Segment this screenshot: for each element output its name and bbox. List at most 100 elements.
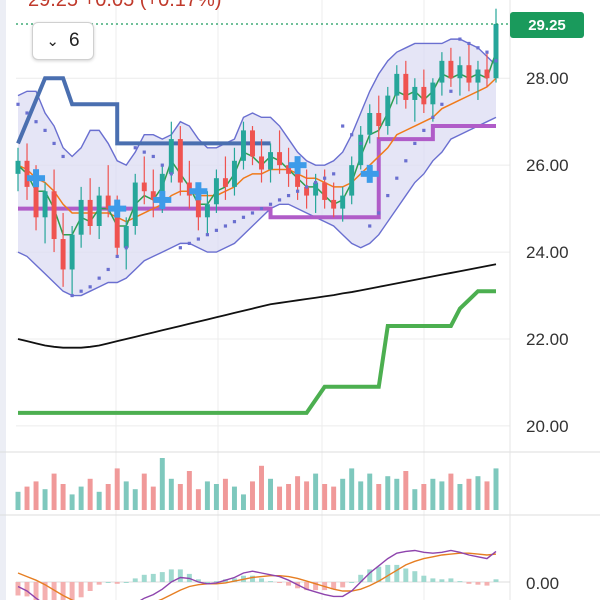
volume-bar xyxy=(132,489,138,510)
volume-bar xyxy=(268,478,274,510)
sar-dot xyxy=(404,159,408,163)
sar-dot xyxy=(79,289,83,293)
candle-body xyxy=(493,23,499,79)
candle-body xyxy=(33,186,39,218)
candle-body xyxy=(150,191,156,200)
lower-band-line xyxy=(17,116,497,297)
macd-histogram-bar xyxy=(448,578,454,582)
macd-histogram-bar xyxy=(69,582,75,600)
volume-bar xyxy=(430,478,436,510)
candle-body xyxy=(240,130,246,161)
sar-dot xyxy=(458,37,462,41)
sar-dot xyxy=(359,141,363,146)
candle xyxy=(240,121,246,170)
candle-body xyxy=(168,139,174,174)
candle-body xyxy=(457,65,463,79)
sar-dot xyxy=(395,176,399,180)
candle xyxy=(421,69,427,113)
candle-body xyxy=(87,199,93,226)
cross-marker xyxy=(360,164,379,183)
sar-dot xyxy=(476,46,480,50)
candle xyxy=(60,212,66,287)
macd-histogram-bar xyxy=(286,582,292,586)
volume-bar xyxy=(331,486,337,510)
volume-bar xyxy=(231,486,237,510)
volume-bar xyxy=(385,476,391,510)
volume-bar xyxy=(222,478,228,510)
candle xyxy=(367,104,373,144)
candle-body xyxy=(475,69,481,83)
sar-dot xyxy=(494,59,498,63)
volume-bar xyxy=(96,491,102,510)
candle-body xyxy=(204,204,210,218)
macd-histogram-bar xyxy=(394,564,400,582)
cross-v xyxy=(195,182,202,201)
candle-body xyxy=(448,60,454,79)
candle xyxy=(250,126,255,166)
candle-body xyxy=(466,65,472,83)
sar-dot xyxy=(386,193,390,198)
cross-marker xyxy=(108,199,127,218)
volume-bar xyxy=(123,481,129,510)
interval-value: 6 xyxy=(69,30,80,51)
cross-v xyxy=(366,164,373,183)
price-axis: 28.00 26.00 24.00 22.00 20.00 0.00 xyxy=(526,69,569,593)
macd-histogram-bar xyxy=(277,582,283,583)
volume-bar xyxy=(24,486,30,510)
macd-histogram-bar xyxy=(96,582,102,585)
bollinger-band xyxy=(17,38,497,297)
cross-marker xyxy=(288,156,307,175)
sar-dot xyxy=(52,141,56,146)
candle-body xyxy=(385,95,391,127)
candle xyxy=(204,191,210,235)
macd-histogram-bar xyxy=(141,574,147,582)
interval-selector[interactable]: ⌄ 6 xyxy=(32,22,94,60)
macd-histogram-bar xyxy=(123,582,129,583)
macd-histogram-bar xyxy=(78,582,84,598)
green-step-line xyxy=(18,289,496,415)
cross-marker xyxy=(27,169,46,188)
volume-pane xyxy=(15,458,499,510)
macd-line xyxy=(17,549,497,600)
candle xyxy=(78,186,84,248)
candle-body xyxy=(295,173,301,187)
sar-dot xyxy=(413,141,417,146)
candle-body xyxy=(439,60,445,83)
sar-dot xyxy=(350,133,354,137)
macd-histogram-bar xyxy=(213,581,219,583)
macd-histogram-bar xyxy=(466,582,472,584)
candle xyxy=(123,217,129,270)
candle-body xyxy=(403,73,409,100)
volume-bar xyxy=(69,494,75,510)
volume-bar xyxy=(475,476,481,510)
sar-dot xyxy=(232,220,237,224)
volume-bar xyxy=(213,484,219,510)
candle-body xyxy=(123,226,129,248)
candle xyxy=(213,169,219,213)
candle xyxy=(403,60,409,109)
macd-histogram-bar xyxy=(376,566,382,582)
candle-body xyxy=(177,139,183,183)
sar-dot xyxy=(449,89,453,93)
volume-bar xyxy=(439,481,445,510)
candle-body xyxy=(268,152,274,170)
macd-histogram-bar xyxy=(60,582,66,600)
candle xyxy=(412,78,418,122)
volume-bar xyxy=(295,476,301,510)
candle xyxy=(150,169,156,218)
macd-histogram-bar xyxy=(105,582,111,583)
sar-dot xyxy=(88,285,92,289)
cross-v xyxy=(114,199,121,218)
macd-histogram-bar xyxy=(87,582,93,591)
price-tick-label: 24.00 xyxy=(526,243,569,262)
candle xyxy=(484,52,490,87)
sar-dot xyxy=(223,224,228,228)
candle xyxy=(259,139,264,183)
candle-body xyxy=(15,160,21,174)
sar-dot xyxy=(341,124,345,128)
candle xyxy=(15,147,21,192)
candle-body xyxy=(78,199,84,235)
volume-bar xyxy=(204,481,210,510)
cross-v xyxy=(159,190,166,209)
